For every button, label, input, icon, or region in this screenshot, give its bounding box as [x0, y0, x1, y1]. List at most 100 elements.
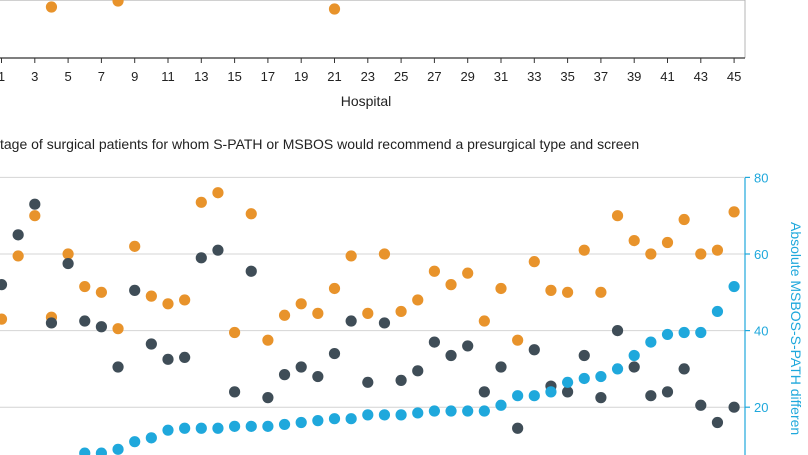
- bottom-series-2-point: [661, 328, 674, 341]
- bottom-series-2-point: [245, 420, 257, 432]
- bottom-series-2-point: [328, 413, 341, 425]
- bottom-series-2-point: [262, 420, 274, 432]
- bottom-series-2-point: [428, 405, 440, 417]
- bottom-series-1-point: [562, 386, 574, 398]
- bottom-series-0-point: [695, 248, 707, 260]
- bottom-series-0-point: [728, 206, 740, 218]
- bottom-series-1-point: [212, 244, 224, 256]
- bottom-series-2-point: [179, 422, 191, 434]
- bottom-series-2-point: [79, 447, 91, 455]
- bottom-series-1-point: [112, 361, 124, 373]
- top-x-tick-label: 11: [161, 69, 175, 84]
- bottom-series-1-point: [478, 386, 490, 398]
- bottom-series-0-point: [345, 250, 357, 262]
- bottom-series-1-point: [145, 338, 157, 350]
- bottom-series-0-point: [645, 248, 657, 260]
- top-x-tick-label: 21: [327, 69, 341, 84]
- right-axis-title: Absolute MSBOS-S-PATH differen: [788, 222, 804, 435]
- bottom-series-0-point: [578, 244, 590, 256]
- bottom-series-2-point: [112, 443, 124, 455]
- bottom-series-1-point: [345, 315, 357, 327]
- bottom-series-2-point: [95, 447, 107, 455]
- bottom-series-0-point: [528, 256, 540, 268]
- top-panel-x-axis-title: Hospital: [341, 93, 392, 109]
- bottom-panel: 80 60 40 20 Absolute MSBOS-S-PATH differen: [0, 170, 804, 455]
- top-x-tick-label: 39: [627, 69, 641, 84]
- right-axis-tick-label: 20: [754, 400, 768, 415]
- bottom-series-0-point: [395, 305, 407, 318]
- bottom-series-2-point: [562, 376, 574, 388]
- bottom-series-2-point: [678, 326, 690, 339]
- bottom-series-0-point: [328, 282, 341, 295]
- bottom-series-1-point: [528, 344, 540, 356]
- top-x-tick-label: 35: [560, 69, 574, 84]
- bottom-series-0-point: [628, 234, 640, 247]
- bottom-series-1-point: [428, 336, 440, 348]
- bottom-series-2-point: [129, 436, 141, 448]
- bottom-series-0-point: [145, 290, 157, 302]
- bottom-series-1-point: [445, 349, 457, 362]
- bottom-series-0-point: [661, 236, 674, 249]
- bottom-series-1-point: [611, 325, 624, 337]
- bottom-series-2-point: [445, 405, 457, 417]
- top-x-tick-label: 13: [194, 69, 208, 84]
- top-x-tick-label: 45: [727, 69, 741, 84]
- bottom-series-1-point: [129, 284, 141, 296]
- top-x-tick-label: 29: [460, 69, 474, 84]
- bottom-series-2-point: [645, 336, 657, 348]
- bottom-series-2-point: [545, 386, 557, 398]
- top-x-tick-label: 27: [427, 69, 441, 84]
- top-x-tick-label: 37: [594, 69, 608, 84]
- bottom-series-0-point: [445, 279, 457, 291]
- bottom-series-2-point: [212, 422, 224, 434]
- bottom-series-0-point: [711, 244, 724, 256]
- bottom-series-0-point: [79, 280, 91, 293]
- bottom-series-2-point: [295, 416, 307, 429]
- bottom-series-2-point: [229, 420, 241, 432]
- bottom-series-0-point: [295, 298, 307, 310]
- bottom-series-1-point: [362, 376, 374, 388]
- top-panel-point: [328, 3, 341, 15]
- bottom-series-2-point: [345, 413, 357, 425]
- bottom-series-1-point: [711, 416, 724, 429]
- bottom-series-1-point: [278, 369, 291, 381]
- bottom-panel-title: tage of surgical patients for whom S-PAT…: [0, 136, 639, 152]
- bottom-series-2-point: [162, 424, 174, 436]
- bottom-series-2-point: [362, 409, 374, 421]
- bottom-series-0-point: [278, 309, 291, 321]
- bottom-series-0-point: [378, 248, 391, 260]
- bottom-series-0-point: [0, 313, 8, 325]
- top-x-tick-label: 1: [0, 69, 5, 84]
- bottom-series-2-point: [395, 409, 407, 421]
- bottom-series-0-point: [179, 294, 191, 306]
- bottom-series-1-point: [312, 370, 324, 383]
- bottom-series-1-point: [578, 349, 590, 362]
- bottom-series-0-point: [478, 315, 490, 327]
- bottom-series-0-point: [112, 323, 124, 335]
- top-panel-point: [112, 0, 124, 7]
- bottom-series-0-point: [95, 286, 107, 298]
- bottom-series-0-point: [595, 286, 607, 298]
- bottom-series-1-point: [378, 317, 391, 329]
- bottom-series-1-point: [295, 361, 307, 373]
- bottom-series-0-point: [312, 307, 324, 319]
- bottom-series-2-point: [711, 305, 724, 318]
- bottom-series-1-point: [645, 390, 657, 402]
- bottom-series-0-point: [229, 326, 241, 339]
- bottom-series-2-point: [478, 405, 490, 417]
- bottom-series-1-point: [512, 422, 524, 434]
- bottom-series-0-point: [611, 210, 624, 222]
- bottom-series-0-point: [495, 282, 507, 295]
- bottom-series-1-point: [179, 351, 191, 364]
- top-panel: 1 3 5 7 9 11 13 15 17 19 21 23 25 27 29 31 33 35 37 39 41 43 4…: [0, 0, 746, 109]
- bottom-series-0-point: [262, 334, 274, 346]
- bottom-series-0-point: [212, 187, 224, 199]
- bottom-series-2-point: [462, 405, 474, 417]
- bottom-series-1-point: [245, 265, 257, 277]
- bottom-series-1-point: [395, 374, 407, 386]
- bottom-series-1-point: [595, 392, 607, 404]
- bottom-series-2-point: [695, 326, 707, 339]
- right-axis-ticks: 80 60 40 20: [745, 170, 768, 415]
- bottom-series-2-point: [728, 280, 740, 293]
- top-x-tick-label: 3: [31, 69, 38, 84]
